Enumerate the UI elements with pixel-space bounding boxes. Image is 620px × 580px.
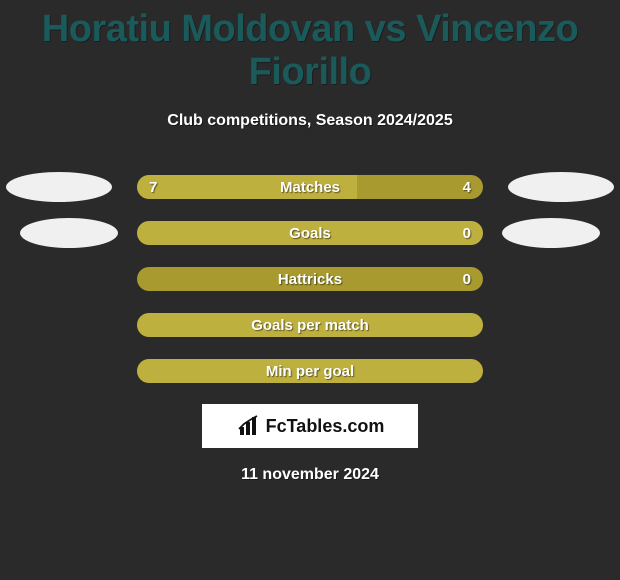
subtitle: Club competitions, Season 2024/2025 xyxy=(0,112,620,130)
stat-label: Hattricks xyxy=(137,267,483,291)
stat-row: Goals per match xyxy=(0,302,620,348)
brand-text: FcTables.com xyxy=(266,416,385,437)
stat-label: Min per goal xyxy=(137,359,483,383)
stat-bar: Goals0 xyxy=(137,221,483,245)
page-title: Horatiu Moldovan vs Vincenzo Fiorillo xyxy=(0,0,620,94)
stat-label: Goals xyxy=(137,221,483,245)
player-right-marker xyxy=(502,218,600,248)
stat-right-value: 4 xyxy=(463,175,471,199)
player-left-marker xyxy=(20,218,118,248)
stat-bar: Min per goal xyxy=(137,359,483,383)
stat-row: Min per goal xyxy=(0,348,620,394)
brand-chart-icon xyxy=(236,415,262,437)
stat-rows: 7Matches4Goals0Hattricks0Goals per match… xyxy=(0,164,620,394)
player-left-marker xyxy=(6,172,112,202)
stat-row: 7Matches4 xyxy=(0,164,620,210)
stat-row: Hattricks0 xyxy=(0,256,620,302)
stat-label: Goals per match xyxy=(137,313,483,337)
stat-bar: Hattricks0 xyxy=(137,267,483,291)
player-right-marker xyxy=(508,172,614,202)
stat-right-value: 0 xyxy=(463,267,471,291)
stat-label: Matches xyxy=(137,175,483,199)
brand-box: FcTables.com xyxy=(202,404,418,448)
date-label: 11 november 2024 xyxy=(0,466,620,484)
stat-bar: Goals per match xyxy=(137,313,483,337)
stat-right-value: 0 xyxy=(463,221,471,245)
stat-bar: 7Matches4 xyxy=(137,175,483,199)
stat-row: Goals0 xyxy=(0,210,620,256)
